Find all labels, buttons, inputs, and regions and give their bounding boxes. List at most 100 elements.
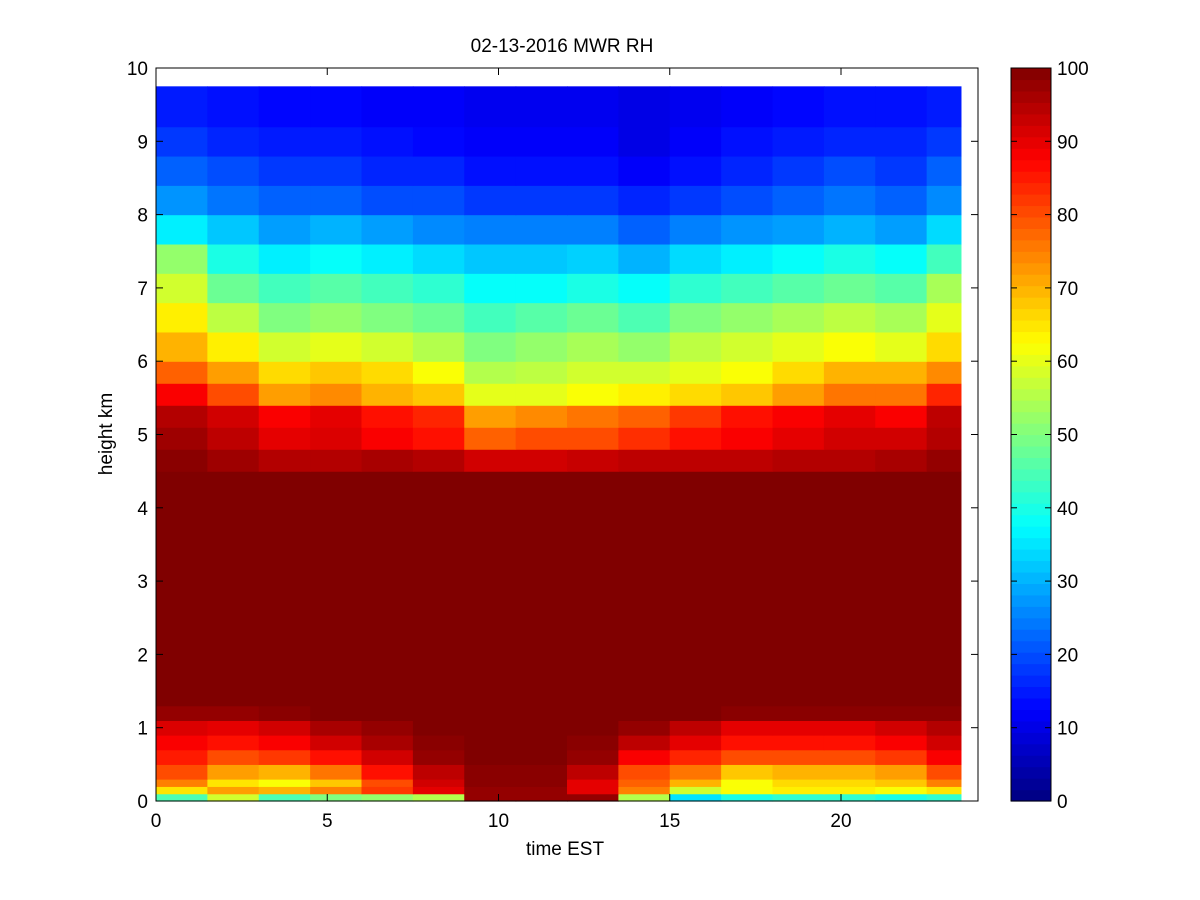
heatmap-cell	[721, 243, 774, 274]
colorbar-swatch	[1011, 400, 1051, 413]
colorbar-swatch	[1011, 79, 1051, 92]
heatmap-cell	[875, 749, 928, 765]
heatmap-cell	[823, 793, 876, 802]
colorbar-swatch	[1011, 480, 1051, 493]
heatmap-cell	[361, 449, 414, 472]
heatmap-cell	[823, 471, 876, 707]
heatmap-cell	[310, 779, 363, 787]
heatmap-cell	[721, 735, 774, 751]
heatmap-cell	[875, 361, 928, 384]
heatmap-cell	[926, 786, 962, 795]
heatmap-cell	[156, 705, 208, 721]
colorbar-swatch	[1011, 514, 1051, 527]
heatmap-cell	[310, 749, 363, 765]
colorbar-swatch	[1011, 285, 1051, 298]
heatmap-cell	[567, 155, 619, 186]
colorbar-tick-label: 90	[1057, 132, 1078, 153]
heatmap-cell	[875, 155, 928, 186]
heatmap-cell	[258, 302, 311, 333]
x-tick-label: 5	[322, 811, 333, 832]
heatmap-cell	[464, 449, 517, 472]
colorbar-swatch	[1011, 686, 1051, 699]
heatmap-cell	[926, 243, 962, 274]
heatmap-cell	[618, 243, 671, 274]
colorbar-swatch	[1011, 239, 1051, 252]
heatmap-cell	[875, 705, 928, 721]
heatmap-cell	[926, 155, 962, 186]
heatmap-cell	[156, 793, 208, 802]
heatmap-cell	[464, 302, 517, 333]
heatmap-cell	[669, 786, 722, 795]
heatmap-cell	[669, 383, 722, 406]
heatmap-cell	[310, 86, 363, 128]
heatmap-cell	[875, 185, 928, 216]
heatmap-cell	[515, 273, 568, 304]
heatmap-cell	[772, 749, 825, 765]
heatmap-cell	[361, 302, 414, 333]
colorbar-tick-label: 70	[1057, 279, 1078, 300]
colorbar-swatch	[1011, 274, 1051, 287]
colorbar-swatch	[1011, 445, 1051, 458]
heatmap-cell	[721, 449, 774, 472]
heatmap-cell	[207, 427, 260, 450]
heatmap-cell	[823, 243, 876, 274]
heatmap-cell	[258, 427, 311, 450]
colorbar-swatch	[1011, 297, 1051, 310]
heatmap-cell	[669, 185, 722, 216]
heatmap-cell	[618, 764, 671, 780]
heatmap-cell	[258, 243, 311, 274]
colorbar-swatch	[1011, 652, 1051, 665]
heatmap-cell	[464, 471, 517, 707]
heatmap-cell	[258, 720, 311, 736]
y-tick-label: 0	[137, 792, 148, 813]
heatmap-cell	[156, 735, 208, 751]
colorbar-swatch	[1011, 571, 1051, 584]
heatmap-cell	[669, 405, 722, 428]
heatmap-cell	[875, 214, 928, 245]
heatmap-cell	[721, 155, 774, 186]
colorbar-swatch	[1011, 732, 1051, 745]
colorbar-swatch	[1011, 491, 1051, 504]
heatmap-cell	[772, 302, 825, 333]
colorbar-swatch	[1011, 102, 1051, 115]
heatmap-cell	[156, 383, 208, 406]
heatmap-cell	[412, 273, 465, 304]
heatmap-cell	[567, 449, 619, 472]
heatmap-cell	[823, 427, 876, 450]
heatmap-cell	[669, 155, 722, 186]
colorbar-swatch	[1011, 148, 1051, 161]
heatmap-cell	[669, 449, 722, 472]
heatmap-cell	[310, 449, 363, 472]
heatmap-cell	[772, 705, 825, 721]
heatmap-cell	[567, 720, 619, 736]
heatmap-cell	[207, 243, 260, 274]
heatmap-cell	[464, 720, 517, 736]
heatmap-cell	[618, 86, 671, 128]
heatmap-cell	[310, 720, 363, 736]
heatmap-cell	[361, 764, 414, 780]
heatmap-cell	[926, 705, 962, 721]
heatmap-cell	[567, 185, 619, 216]
heatmap-cell	[875, 735, 928, 751]
heatmap-cell	[207, 383, 260, 406]
colorbar-swatch	[1011, 709, 1051, 722]
colorbar-swatch	[1011, 697, 1051, 710]
chart-title: 02-13-2016 MWR RH	[471, 36, 654, 57]
heatmap-cell	[721, 383, 774, 406]
heatmap-cell	[669, 361, 722, 384]
heatmap-cell	[926, 779, 962, 787]
y-tick-label: 9	[137, 132, 148, 153]
colorbar-tick-label: 50	[1057, 426, 1078, 447]
heatmap-cell	[156, 427, 208, 450]
heatmap-cell	[412, 302, 465, 333]
colorbar-swatch	[1011, 617, 1051, 630]
heatmap-cell	[515, 449, 568, 472]
heatmap-cell	[875, 449, 928, 472]
heatmap-cell	[567, 779, 619, 787]
colorbar-swatch	[1011, 354, 1051, 367]
colorbar-swatch	[1011, 789, 1051, 802]
heatmap-cell	[772, 735, 825, 751]
heatmap-cell	[361, 749, 414, 765]
heatmap-cell	[156, 86, 208, 128]
heatmap-cell	[567, 126, 619, 157]
